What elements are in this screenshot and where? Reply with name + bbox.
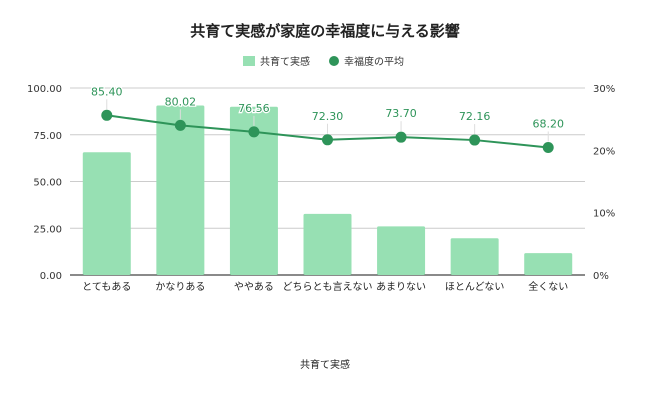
legend-line-swatch <box>329 56 339 66</box>
left-tick-label: 100.00 <box>27 84 62 95</box>
left-tick-label: 25.00 <box>33 224 62 235</box>
legend-line-label: 幸福度の平均 <box>344 55 404 68</box>
bar <box>450 238 499 275</box>
data-label: 72.30 <box>312 110 344 123</box>
category-label: あまりない <box>376 281 426 293</box>
right-tick-label: 20% <box>593 146 615 157</box>
line-point <box>101 109 113 121</box>
bar <box>524 253 573 275</box>
left-tick-label: 50.00 <box>33 178 62 189</box>
category-label: ほとんどない <box>445 281 505 293</box>
bar <box>303 213 352 275</box>
category-label: 全くない <box>528 280 568 293</box>
right-tick-label: 10% <box>593 209 615 220</box>
line-point <box>248 126 260 138</box>
line-point <box>174 119 186 131</box>
left-tick-label: 75.00 <box>33 131 62 142</box>
legend-bar-label: 共育て実感 <box>260 55 310 68</box>
legend-bar-swatch <box>243 56 255 66</box>
legend: 共育て実感 幸福度の平均 <box>243 55 404 68</box>
bar <box>156 105 205 275</box>
line-point <box>322 134 333 146</box>
data-label: 73.70 <box>385 107 417 120</box>
bar <box>82 152 131 275</box>
right-tick-label: 30% <box>593 84 615 95</box>
category-label: とてもある <box>82 281 131 293</box>
category-label: かなりある <box>155 281 205 293</box>
category-label: ややある <box>234 281 274 293</box>
bar <box>377 226 426 275</box>
category-label: どちらとも言えない <box>283 280 373 293</box>
left-tick-label: 0.00 <box>40 271 62 282</box>
data-label: 80.02 <box>165 95 197 108</box>
data-label: 72.16 <box>459 110 491 123</box>
bar <box>229 106 278 275</box>
data-label: 76.56 <box>238 102 270 115</box>
line-point <box>395 131 407 143</box>
chart-title: 共育て実感が家庭の幸福度に与える影響 <box>190 22 460 40</box>
line-point <box>542 141 554 153</box>
data-label: 68.20 <box>532 117 564 130</box>
right-tick-label: 0% <box>593 271 609 282</box>
data-label: 85.40 <box>91 85 123 98</box>
x-axis-title: 共育て実感 <box>300 358 350 371</box>
line-point <box>469 134 481 146</box>
